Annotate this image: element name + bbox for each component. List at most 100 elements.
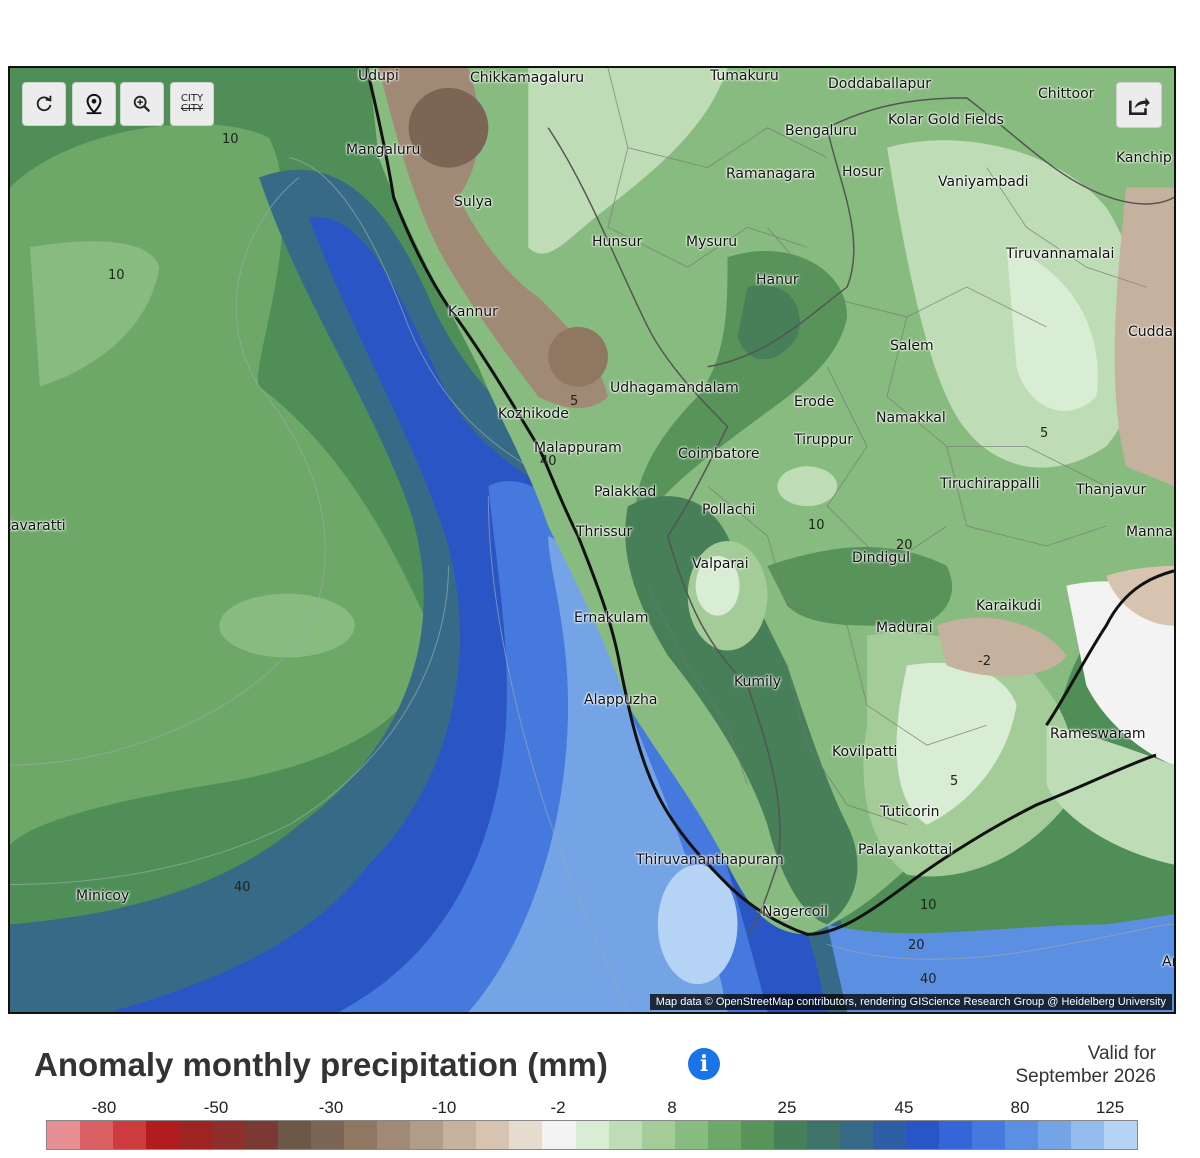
city-toggle-top: CITY (180, 93, 204, 104)
scale-tick-label: 125 (1095, 1098, 1125, 1117)
city-label: Chittoor (1038, 86, 1094, 102)
city-name: Chittoor (1038, 86, 1095, 102)
city-name: Thanjavur (1076, 482, 1147, 498)
city-name: Mangaluru (346, 142, 421, 158)
city-label: Thanjavur (1076, 482, 1146, 498)
city-name: Sulya (454, 194, 493, 210)
color-swatch (674, 1121, 708, 1149)
color-swatch (905, 1121, 939, 1149)
contour-label: 40 (920, 972, 937, 987)
scale-tick-label: 80 (1010, 1098, 1030, 1117)
color-swatch (113, 1121, 147, 1149)
color-swatch (278, 1121, 312, 1149)
contour-label: 5 (1040, 426, 1049, 441)
contour-label: 10 (222, 132, 239, 147)
contour-label: 40 (234, 880, 251, 895)
city-label: Malappuram (534, 440, 622, 456)
scale-tick-label: 8 (667, 1098, 677, 1117)
city-label: Sulya (454, 194, 493, 210)
color-swatch (443, 1121, 477, 1149)
color-swatch (245, 1121, 279, 1149)
city-name: Chikkamagaluru (470, 70, 585, 86)
city-name: Vaniyambadi (938, 174, 1029, 190)
contour-label: 10 (920, 898, 937, 913)
city-label: Mangaluru (346, 142, 420, 158)
city-name: Malappuram (534, 440, 622, 456)
city-label: Palakkad (594, 484, 656, 500)
city-labels-toggle[interactable]: CITY CITY (170, 82, 214, 126)
color-swatch (344, 1121, 378, 1149)
city-label: Kovilpatti (832, 744, 897, 760)
valid-for-date: Valid for September 2026 (1016, 1042, 1157, 1088)
city-label: Alappuzha (584, 692, 658, 708)
color-swatch (1070, 1121, 1104, 1149)
city-name: Minicoy (76, 888, 130, 904)
color-swatch (509, 1121, 543, 1149)
scale-tick-label: -10 (431, 1098, 457, 1117)
city-name: Udupi (358, 68, 399, 84)
city-label: Namakkal (876, 410, 946, 426)
city-label: Kavaratti (10, 518, 66, 534)
city-name: Alappuzha (584, 692, 658, 708)
city-name: Erode (794, 394, 835, 410)
city-label: Erode (794, 394, 834, 410)
city-label: Hanur (756, 272, 799, 288)
city-name: Madurai (876, 620, 933, 636)
city-name: Kozhikode (498, 406, 569, 422)
color-swatch (872, 1121, 906, 1149)
city-name: Mysuru (686, 234, 738, 250)
city-name: Tumakuru (710, 68, 779, 84)
contour-label: 5 (570, 394, 579, 409)
city-name: Kannur (448, 304, 498, 320)
color-swatch (740, 1121, 774, 1149)
city-label: Doddaballapur (828, 76, 931, 92)
share-button[interactable] (1116, 82, 1162, 128)
city-name: Palakkad (594, 484, 657, 500)
city-name: Pollachi (702, 502, 756, 518)
city-name: Ernakulam (574, 610, 649, 626)
city-label: Vaniyambadi (938, 174, 1029, 190)
city-label: Kannur (448, 304, 498, 320)
location-button[interactable] (72, 82, 116, 126)
city-label: Ernakulam (574, 610, 648, 626)
city-name: Ramanagara (726, 166, 816, 182)
city-name: Ar (1162, 954, 1176, 970)
city-label: Pollachi (702, 502, 755, 518)
color-swatch (1004, 1121, 1038, 1149)
refresh-button[interactable] (22, 82, 66, 126)
legend-title: Anomaly monthly precipitation (mm) (34, 1046, 608, 1083)
color-swatch (1037, 1121, 1071, 1149)
city-name: Tiruchirappalli (940, 476, 1040, 492)
info-icon[interactable]: i (688, 1048, 720, 1080)
city-label: Minicoy (76, 888, 129, 904)
city-name: Hanur (756, 272, 799, 288)
city-name: Tuticorin (880, 804, 940, 820)
city-name: Dindigul (852, 550, 910, 566)
scale-tick-label: -50 (203, 1098, 229, 1117)
weather-map[interactable]: CITY CITY Udupi Chikkamagaluru Tumakuru Dod… (8, 66, 1176, 1014)
city-label: Ar (1162, 954, 1176, 970)
city-label: Thiruvananthapuram (636, 852, 784, 868)
color-swatch (476, 1121, 510, 1149)
city-label: Hunsur (592, 234, 642, 250)
color-scale-bar (46, 1120, 1138, 1150)
contour-label: 10 (108, 268, 125, 283)
city-label: Madurai (876, 620, 933, 636)
color-swatch (146, 1121, 180, 1149)
zoom-icon (133, 95, 151, 113)
color-swatch (971, 1121, 1005, 1149)
city-name: Kolar Gold Fields (888, 112, 1004, 128)
city-label: Kanchip (1116, 150, 1172, 166)
city-label: Salem (890, 338, 934, 354)
zoom-button[interactable] (120, 82, 164, 126)
city-name: Salem (890, 338, 934, 354)
city-name: Doddaballapur (828, 76, 932, 92)
city-label: Mysuru (686, 234, 737, 250)
city-label: Tumakuru (710, 68, 779, 84)
city-label: Tiruvannamalai (1006, 246, 1114, 262)
color-swatch (542, 1121, 576, 1149)
city-name: Thrissur (576, 524, 633, 540)
city-name: Cudda (1128, 324, 1174, 340)
contour-label: 10 (808, 518, 825, 533)
scale-tick-label: -80 (91, 1098, 117, 1117)
